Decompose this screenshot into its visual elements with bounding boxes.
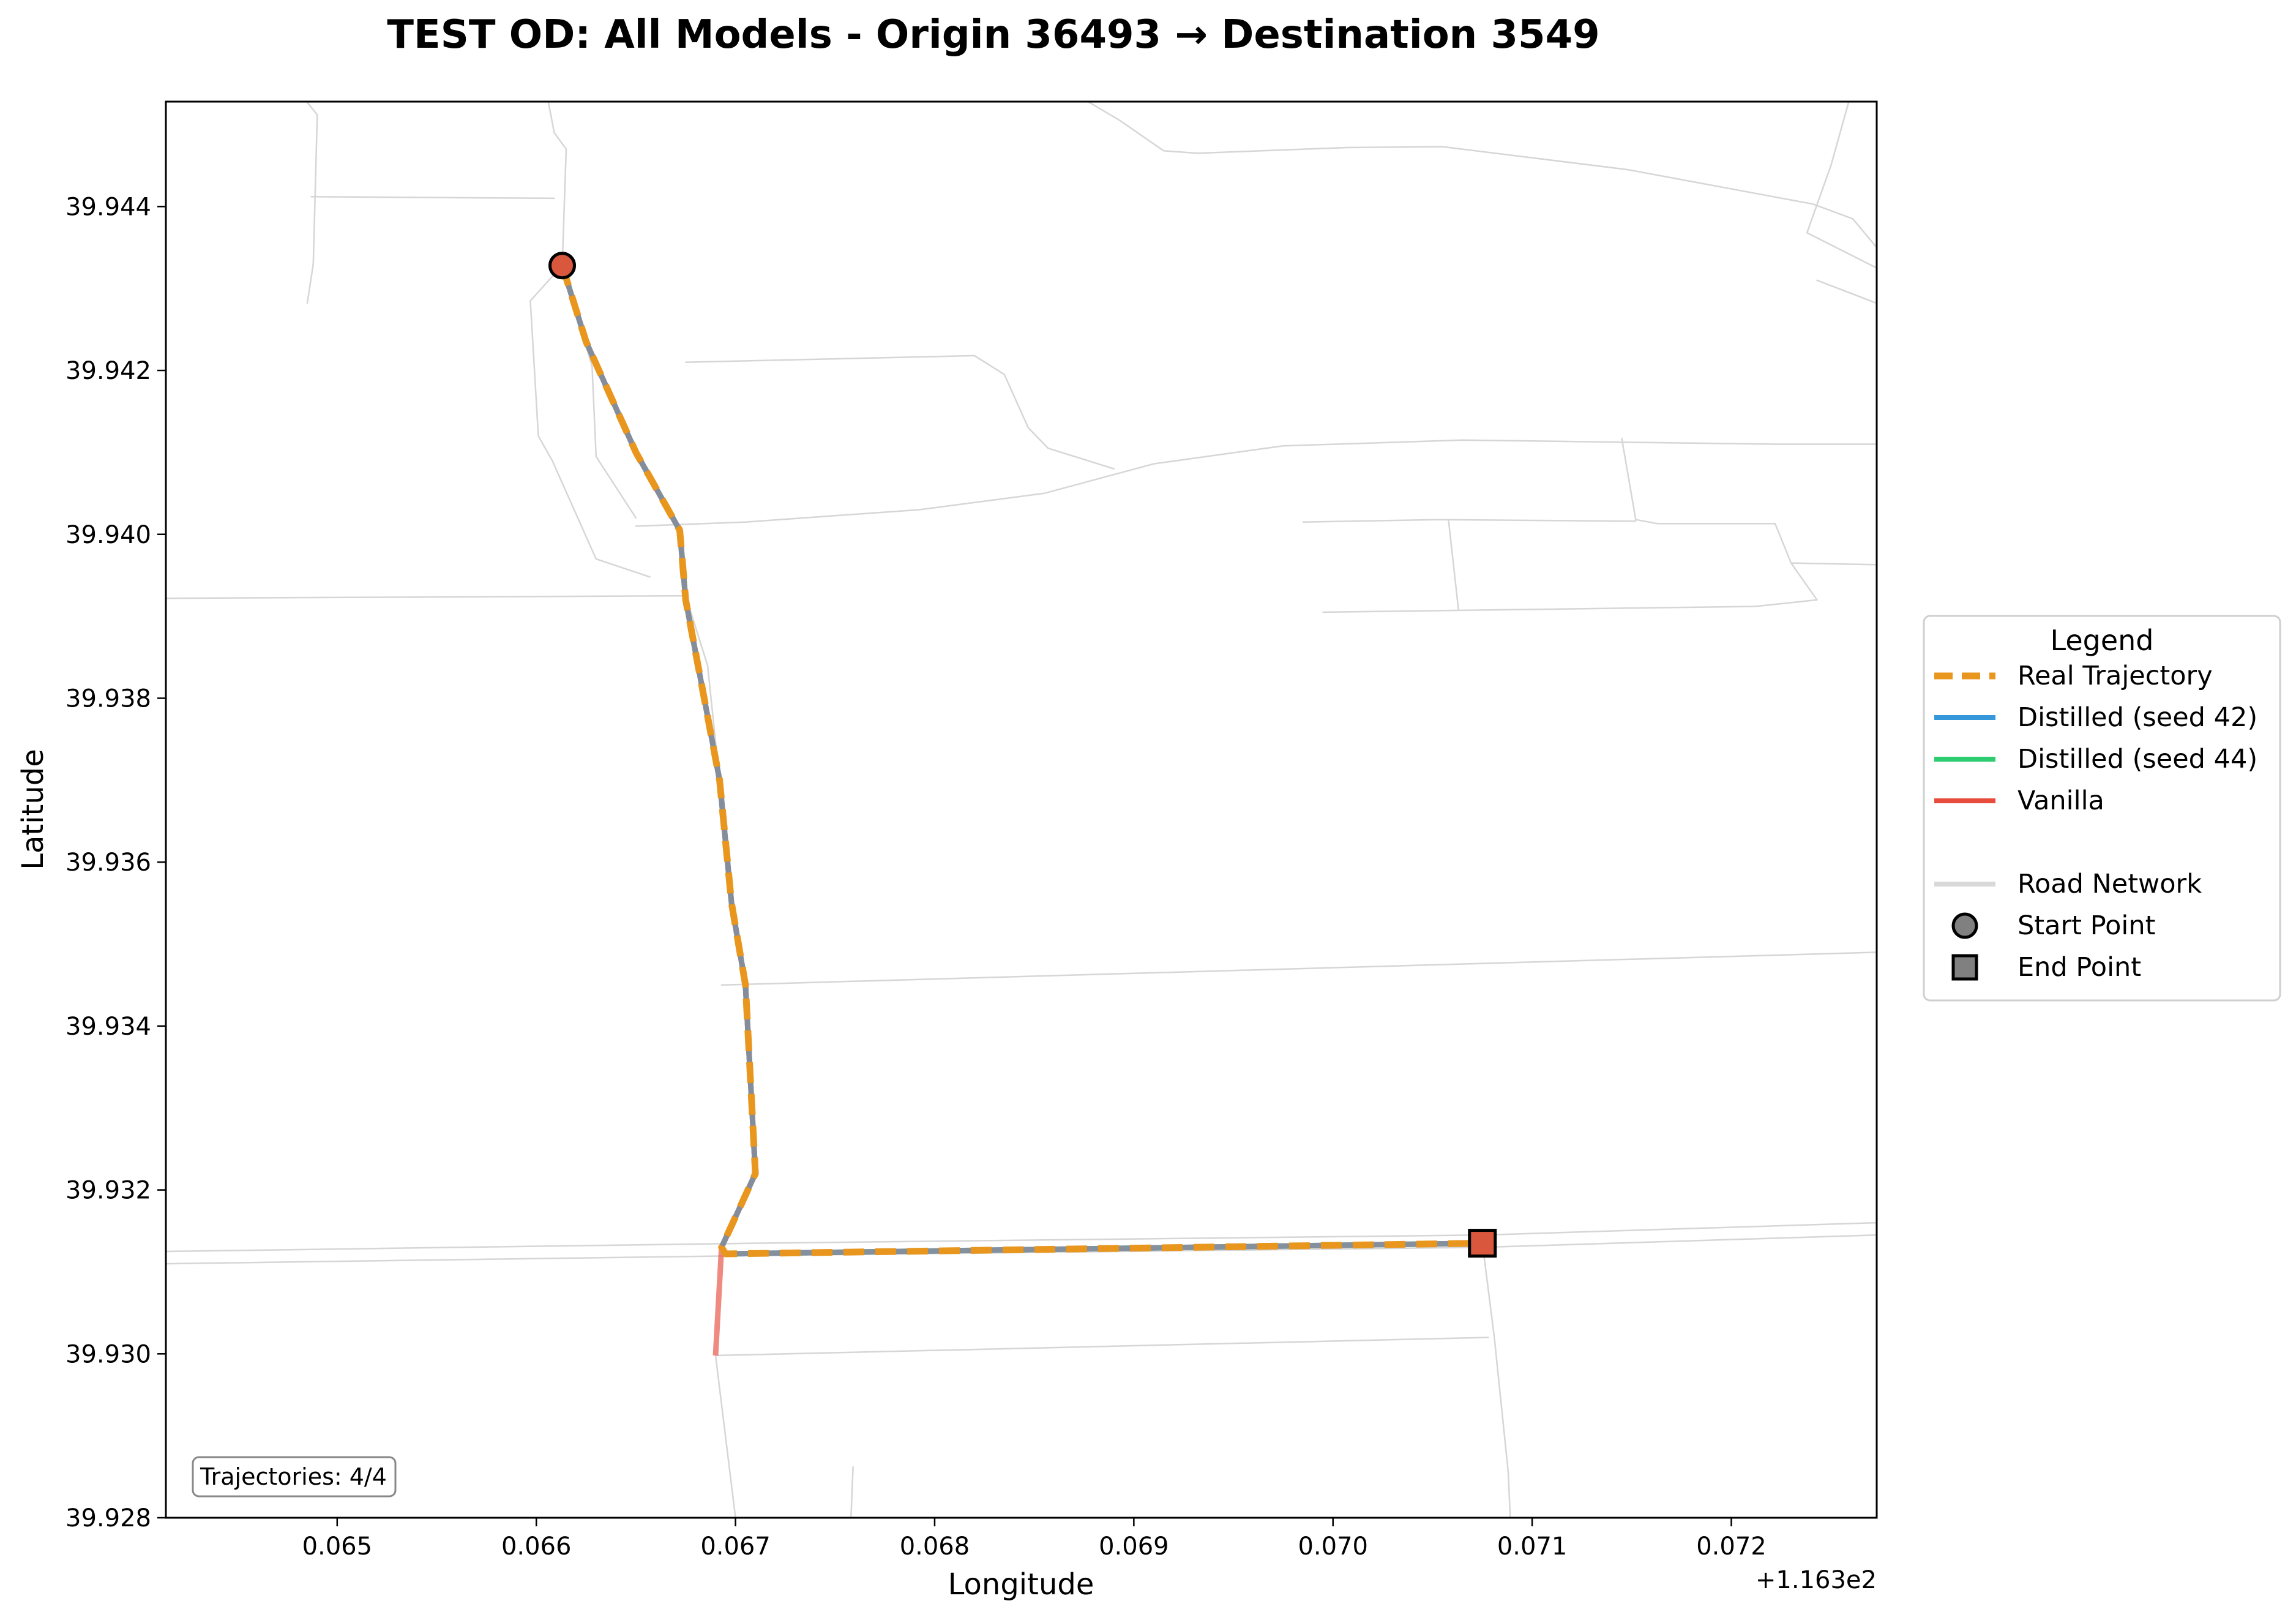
- road-segment: [1806, 102, 1877, 269]
- info-text: Trajectories: 4/4: [200, 1463, 387, 1490]
- legend-item-label: Real Trajectory: [2017, 661, 2213, 691]
- legend-item: Road Network: [1934, 869, 2202, 899]
- road-segment: [1322, 562, 1818, 613]
- legend-item: End Point: [1951, 952, 2141, 983]
- plot-frame: [165, 100, 1878, 1519]
- y-tick-label: 39.932: [65, 1177, 151, 1205]
- legend-item-label: Start Point: [2017, 910, 2155, 941]
- legend: Legend Real Trajectory Distilled (seed 42…: [1923, 615, 2281, 1002]
- legend-items: Real Trajectory Distilled (seed 42) Distil…: [1934, 661, 2257, 983]
- y-tick-label: 39.944: [65, 193, 151, 221]
- info-box: Trajectories: 4/4: [192, 1456, 397, 1498]
- y-axis-label: Latitude: [16, 749, 50, 870]
- legend-item-label: Road Network: [2017, 869, 2202, 899]
- legend-frame: [1923, 615, 2281, 1002]
- road-segment: [720, 951, 1877, 986]
- legend-item: Distilled (seed 42): [1934, 702, 2257, 733]
- end-point-marker: [1468, 1229, 1497, 1258]
- road-segment: [1816, 279, 1877, 304]
- road-segment: [166, 594, 720, 781]
- road-segment: [1302, 519, 1637, 523]
- legend-item: Vanilla: [1934, 786, 2104, 816]
- legend-swatch-square: [1951, 954, 1978, 981]
- y-tick-label: 39.936: [65, 849, 151, 877]
- x-tick-label: 0.070: [1298, 1532, 1368, 1561]
- x-tick-label: 0.071: [1497, 1532, 1568, 1561]
- y-tick-label: 39.934: [65, 1013, 151, 1041]
- road-segment: [306, 102, 318, 304]
- start-point-marker: [548, 252, 577, 280]
- x-axis-label: Longitude: [948, 1567, 1094, 1602]
- road-segment: [1087, 102, 1877, 249]
- x-tick-label: 0.072: [1696, 1532, 1767, 1561]
- legend-item-label: Distilled (seed 42): [2017, 702, 2257, 733]
- x-tick-label: 0.069: [1099, 1532, 1169, 1561]
- road-segment: [635, 439, 1877, 527]
- legend-swatch-circle: [1951, 912, 1978, 939]
- x-tick-label: 0.065: [302, 1532, 373, 1561]
- trajectory-series-layer: [559, 264, 1483, 1356]
- road-segment: [310, 196, 555, 200]
- legend-item-label: Vanilla: [2017, 786, 2104, 816]
- x-tick-label: 0.067: [700, 1532, 771, 1561]
- x-tick-label: 0.068: [900, 1532, 970, 1561]
- road-segment: [1448, 519, 1459, 611]
- chart-title: TEST OD: All Models - Origin 36493 → Des…: [387, 12, 1599, 58]
- y-tick-label: 39.928: [65, 1504, 151, 1532]
- road-segment: [850, 1466, 854, 1518]
- info-box-frame: [192, 1456, 397, 1498]
- x-axis-offset-label: +1.163e2: [1756, 1566, 1877, 1594]
- road-segment: [166, 1221, 1877, 1253]
- road-segment: [714, 1337, 1489, 1357]
- legend-title: Legend: [2051, 624, 2154, 657]
- y-tick-label: 39.942: [65, 357, 151, 385]
- y-tick-label: 39.940: [65, 521, 151, 549]
- legend-item: Start Point: [1951, 910, 2155, 941]
- y-axis-ticks: 39.928 39.930 39.932 39.934 39.936 39.938 39.9…: [65, 193, 166, 1532]
- road-segment: [714, 1354, 736, 1518]
- legend-item: Distilled (seed 44): [1934, 744, 2257, 774]
- y-tick-label: 39.938: [65, 684, 151, 713]
- road-segment: [1481, 1242, 1511, 1518]
- road-segment: [684, 354, 1115, 470]
- legend-item: Real Trajectory: [1934, 661, 2213, 691]
- markers-layer: [548, 252, 1497, 1258]
- road-network-layer: [166, 102, 1877, 1518]
- legend-item-label: End Point: [2017, 952, 2141, 983]
- legend-item-label: Distilled (seed 44): [2017, 744, 2257, 774]
- y-tick-label: 39.930: [65, 1340, 151, 1368]
- x-axis-ticks: 0.065 0.066 0.067 0.068 0.069 0.070 0.071 0.072: [302, 1518, 1767, 1561]
- series-line-real-trajectory: [559, 264, 1483, 1258]
- road-segment: [1621, 437, 1877, 566]
- road-segment: [529, 102, 651, 578]
- x-tick-label: 0.066: [501, 1532, 572, 1561]
